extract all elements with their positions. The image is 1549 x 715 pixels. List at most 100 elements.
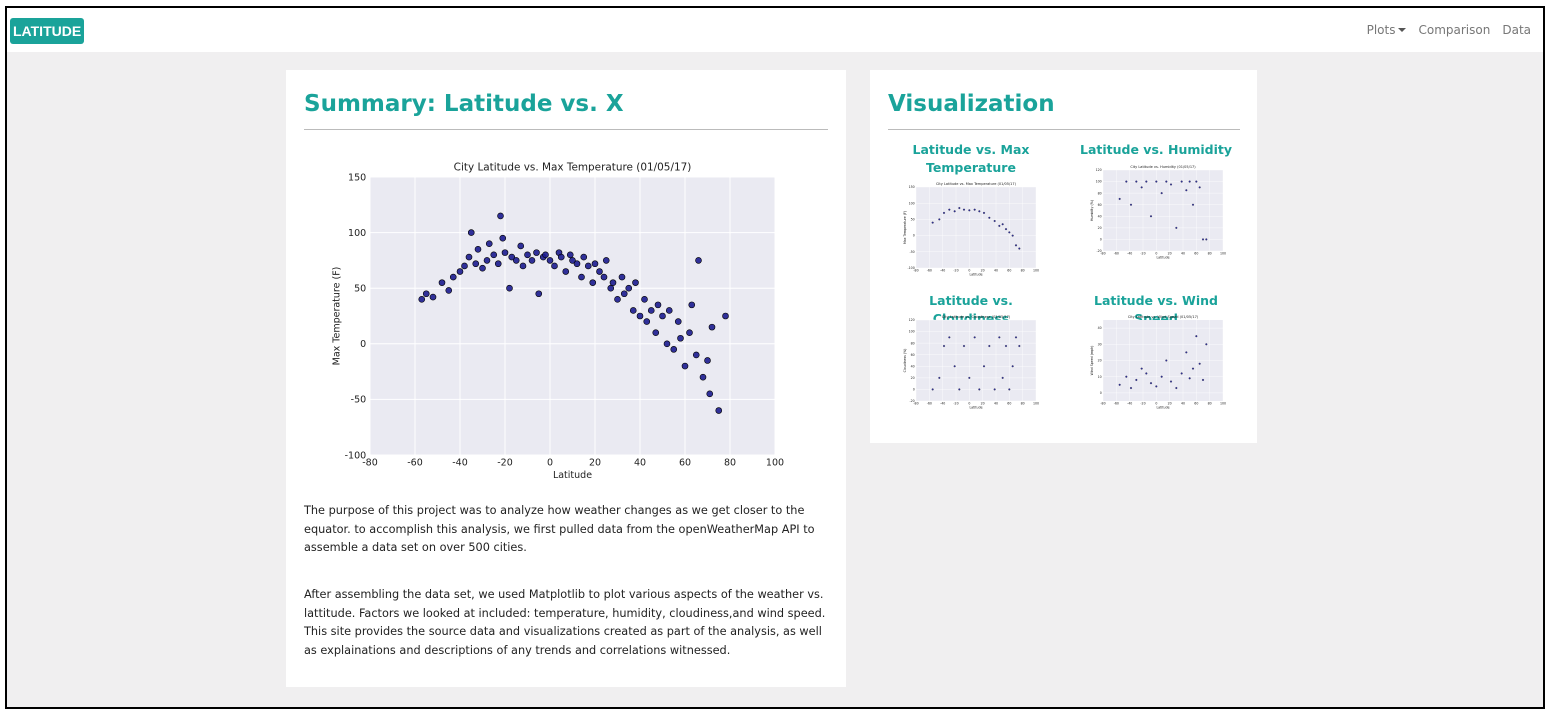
x-tick-label: 20: [1168, 252, 1172, 256]
data-point: [963, 345, 965, 348]
x-tick-label: 40: [1181, 402, 1185, 406]
thumbnail-chart[interactable]: -80 -60 -40 -20 0 20 40 60 80 100 -100 -50 0 50 100 150…: [898, 180, 1040, 287]
data-point: [1198, 186, 1201, 189]
data-point: [708, 323, 716, 331]
brand[interactable]: LATITUDE: [10, 18, 85, 44]
data-point: [688, 301, 696, 309]
plot-title[interactable]: Latitude vs. Humidity: [1079, 142, 1233, 157]
visualization-title: Visualization: [888, 91, 1055, 117]
plot-area: [916, 187, 1036, 268]
data-point: [993, 220, 996, 223]
data-point: [1165, 359, 1168, 362]
y-tick-label: 80: [1098, 191, 1102, 195]
data-point: [973, 208, 976, 211]
data-point: [699, 373, 707, 381]
x-tick-label: -60: [927, 402, 932, 406]
plot-title[interactable]: Latitude vs. Max Temperature: [912, 142, 1030, 175]
x-tick-label: -20: [953, 269, 958, 273]
data-point: [501, 249, 509, 256]
x-tick-label: 80: [1021, 402, 1025, 406]
data-point: [978, 388, 981, 391]
data-point: [472, 260, 480, 268]
data-point: [722, 312, 729, 320]
data-point: [589, 279, 597, 286]
plot-area: [1103, 170, 1223, 251]
data-point: [1015, 336, 1017, 339]
y-tick-label: 40: [1098, 326, 1102, 330]
data-point: [1018, 247, 1021, 250]
y-tick-label: 50: [354, 284, 366, 295]
thumbnail-chart[interactable]: -80 -60 -40 -20 0 20 40 60 80 100 0 10 20 30 40 City La…: [1085, 313, 1227, 420]
data-point: [506, 284, 513, 292]
data-point: [1011, 234, 1014, 237]
data-point: [535, 290, 543, 298]
data-point: [580, 253, 588, 261]
data-point: [973, 336, 976, 339]
summary-title: Summary: Latitude vs. X: [304, 91, 624, 117]
y-tick-label: 30: [1098, 342, 1102, 346]
x-tick-label: -20: [497, 457, 513, 468]
y-tick-label: 20: [1098, 359, 1102, 363]
nav-link[interactable]: Data: [1502, 23, 1531, 37]
data-point: [1180, 180, 1183, 183]
nav-link-text[interactable]: Plots: [1366, 23, 1396, 37]
data-point: [983, 365, 985, 368]
x-tick-label: 60: [679, 457, 691, 468]
data-point: [465, 253, 473, 261]
x-tick-label: -80: [913, 402, 918, 406]
nav-link[interactable]: Comparison: [1418, 23, 1491, 37]
thumbnail-chart[interactable]: -80 -60 -40 -20 0 20 40 60 80 100 -20 0 20 40 60 80 100 1…: [1085, 163, 1227, 270]
data-point: [1155, 180, 1158, 183]
thumbnail-chart[interactable]: -80 -60 -40 -20 0 20 40 60 80 100 -20 0 20 40 60 80 100 1…: [898, 313, 1040, 420]
x-tick-label: -20: [953, 402, 958, 406]
caret: [1398, 28, 1407, 32]
x-tick-label: -20: [1140, 252, 1145, 256]
data-point: [1140, 186, 1143, 189]
divider: [888, 129, 1240, 130]
data-point: [1185, 189, 1188, 192]
x-tick-label: -60: [407, 457, 423, 468]
data-point: [665, 307, 673, 314]
data-point: [578, 273, 585, 281]
data-point: [449, 273, 457, 281]
data-point: [609, 279, 617, 286]
y-tick-label: 0: [360, 339, 366, 350]
data-point: [1135, 180, 1138, 183]
x-tick-label: 100: [1220, 402, 1226, 406]
paragraph: The purpose of this project was to analy…: [304, 504, 815, 554]
chart-title: City Latitude vs. Humidity (01/05/17): [1130, 165, 1196, 169]
nav-link[interactable]: Plots: [1367, 23, 1407, 37]
y-axis-label: Cloudiness (%): [903, 349, 907, 373]
data-point: [607, 284, 615, 292]
summary-card: Summary: Latitude vs. X -80 -60 -40 -20 0 20 4…: [286, 70, 846, 687]
x-tick-label: 60: [1007, 269, 1011, 273]
data-point: [1175, 387, 1178, 390]
data-point: [551, 262, 558, 270]
data-point: [1140, 367, 1143, 370]
data-point: [494, 260, 502, 268]
x-tick-label: 0: [547, 457, 553, 468]
data-point: [1165, 180, 1168, 183]
data-point: [629, 307, 637, 314]
y-tick-label: 100: [909, 330, 915, 334]
data-point: [643, 318, 651, 325]
data-point: [1005, 228, 1007, 231]
x-tick-label: -60: [1114, 402, 1119, 406]
x-tick-label: 80: [1208, 402, 1212, 406]
y-tick-label: -100: [345, 450, 367, 461]
y-tick-label: 40: [911, 364, 915, 368]
x-tick-label: 60: [1194, 252, 1198, 256]
data-point: [1175, 226, 1178, 229]
data-point: [943, 211, 945, 214]
data-point: [659, 312, 666, 320]
x-tick-label: 100: [766, 457, 784, 468]
x-tick-label: 80: [1208, 252, 1212, 256]
data-point: [641, 296, 648, 303]
chart-title: City Latitude vs. Cloudiness (01/05/17): [942, 315, 1011, 319]
data-point: [625, 284, 633, 292]
data-point: [591, 260, 599, 268]
visualization-card: Visualization Latitude vs. Max Temperatu…: [870, 70, 1257, 443]
data-point: [938, 376, 941, 379]
x-axis-label: Latitude: [1156, 406, 1169, 410]
browser-frame: LATITUDE Plots Comparison Data Summary: …: [5, 6, 1545, 709]
